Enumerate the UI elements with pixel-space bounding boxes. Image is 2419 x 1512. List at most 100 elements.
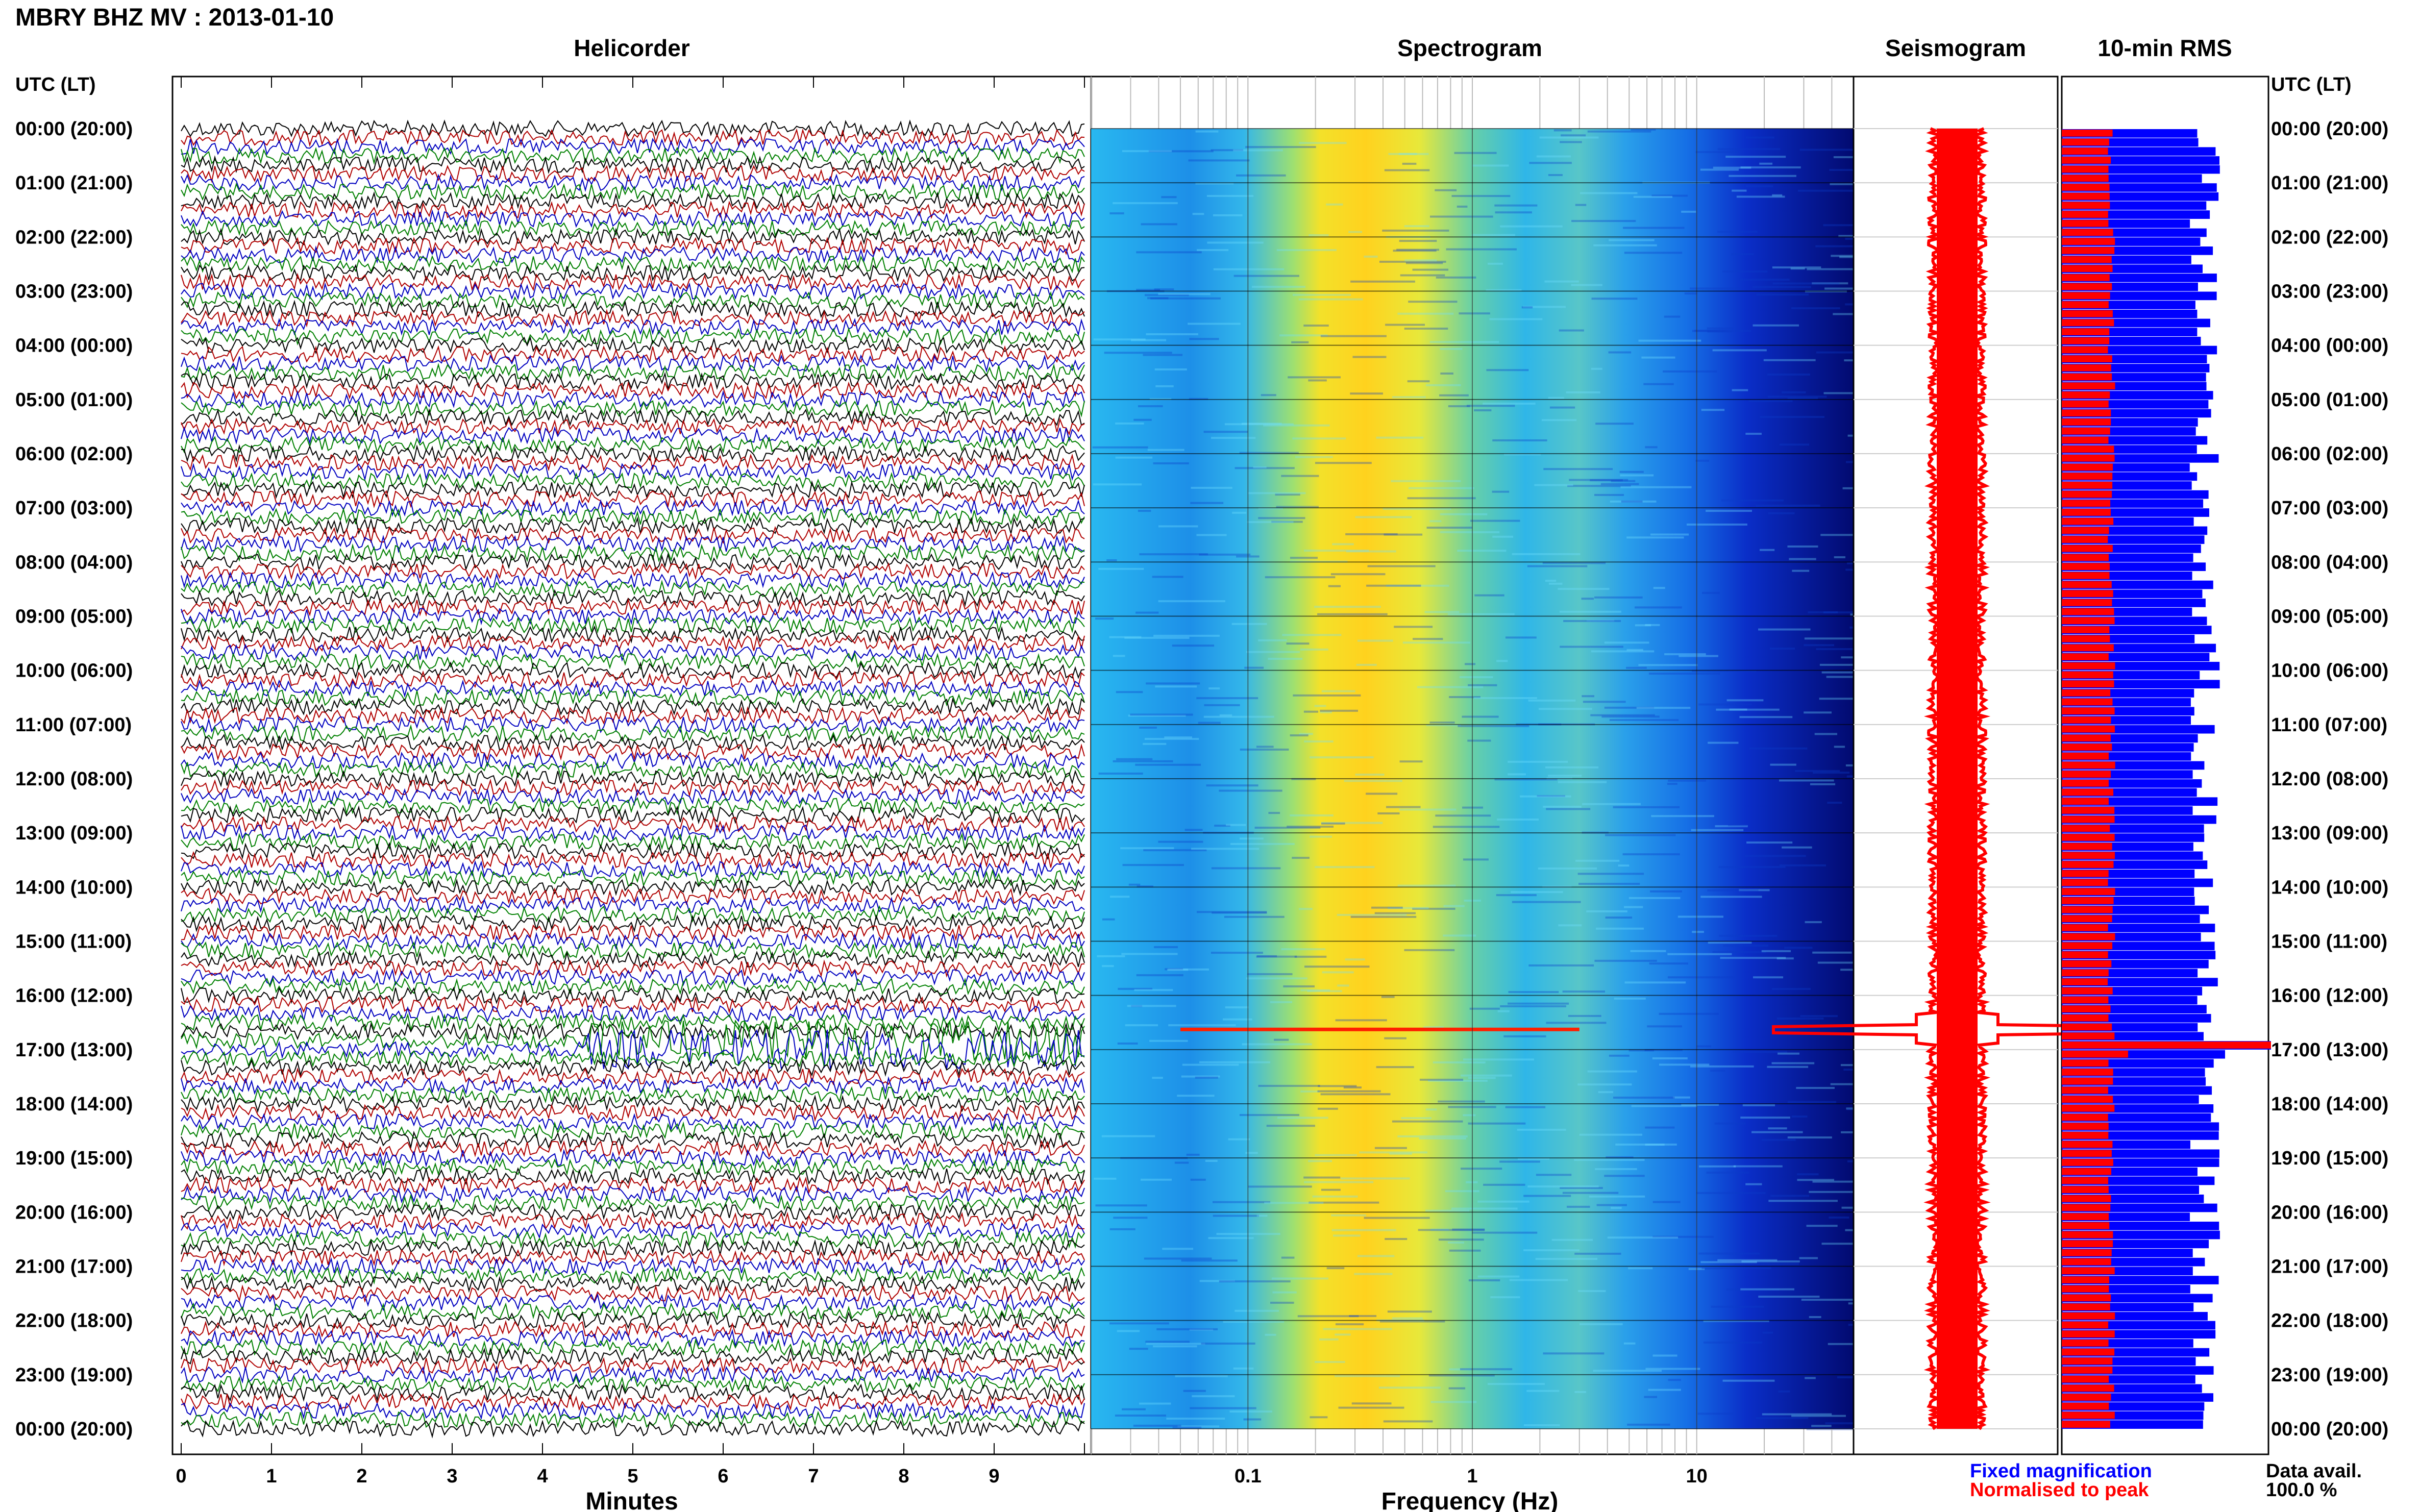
spectrogram-texture	[1558, 781, 1607, 783]
spectrogram-texture	[1812, 282, 1848, 285]
helicorder-trace	[181, 146, 1085, 165]
spectrogram-texture	[1466, 405, 1515, 407]
spectrogram-texture	[1610, 500, 1657, 503]
spectrogram-texture	[1314, 606, 1381, 608]
helicorder-trace	[181, 1028, 1085, 1072]
spectrogram-texture	[1809, 1191, 1854, 1193]
spectrogram-texture	[1495, 211, 1532, 214]
spectrogram-texture	[1451, 195, 1511, 197]
spectrogram-texture	[1698, 1252, 1760, 1255]
spectrogram-texture	[1787, 1101, 1837, 1103]
spectrogram-texture	[1799, 1257, 1818, 1259]
rms-bar-normalised	[2062, 1367, 2113, 1374]
spectrogram-texture	[1720, 957, 1786, 959]
helicorder-trace	[181, 182, 1085, 201]
spectrogram-texture	[1349, 1315, 1377, 1317]
spectrogram-texture	[1253, 466, 1267, 468]
spectrogram-texture	[1539, 136, 1599, 139]
spectrogram-texture	[1399, 240, 1437, 242]
spectrogram-texture	[1382, 229, 1449, 232]
rms-bar-normalised	[2062, 400, 2109, 408]
spectrogram-texture	[1487, 262, 1503, 265]
spectrogram-texture	[1191, 848, 1260, 850]
spectrogram-texture	[1155, 685, 1197, 688]
spectrogram-texture	[1505, 636, 1537, 639]
spectrogram-texture	[1708, 741, 1739, 744]
rms-title: 10-min RMS	[2097, 35, 2232, 61]
spectrogram-texture	[1143, 742, 1167, 745]
spectrogram-texture	[1574, 1159, 1645, 1161]
spectrogram-texture	[1113, 202, 1178, 205]
spectrogram-texture	[1528, 964, 1594, 966]
spectrogram-texture	[1398, 153, 1417, 155]
rms-bar-normalised	[2062, 626, 2110, 633]
spectrogram-texture	[1767, 373, 1810, 376]
spectrogram-texture	[1473, 697, 1537, 699]
rms-bar-normalised	[2062, 906, 2113, 913]
spectrogram-texture	[1109, 636, 1142, 638]
rms-bar-normalised	[2062, 509, 2111, 516]
spectrogram-texture	[1458, 725, 1529, 727]
spectrogram-texture	[1098, 567, 1144, 570]
spectrogram-texture	[1512, 553, 1581, 555]
helicorder-trace	[181, 607, 1085, 626]
spectrogram-texture	[1796, 1087, 1835, 1089]
spectrogram-texture	[1477, 1275, 1520, 1278]
spectrogram-texture	[1385, 324, 1425, 326]
spectrogram-texture	[1567, 485, 1631, 487]
rms-bar-normalised	[2062, 780, 2109, 787]
spectrogram-texture	[1235, 1309, 1279, 1312]
rms-bar-normalised	[2062, 436, 2109, 444]
spectrogram-texture	[1228, 1138, 1250, 1141]
spectrogram-texture	[1346, 550, 1396, 553]
spectrogram-texture	[1701, 409, 1725, 411]
spectrogram-texture	[1457, 205, 1468, 208]
spectrogram-texture	[1792, 569, 1810, 572]
spectrogram-texture	[1233, 275, 1299, 277]
time-label-right: 02:00 (22:00)	[2271, 227, 2388, 248]
spectrogram-texture	[1558, 924, 1582, 927]
spectrogram-texture	[1392, 1317, 1423, 1320]
spectrogram-texture	[1230, 842, 1295, 845]
spectrogram-texture	[1472, 1231, 1538, 1234]
spectrogram-texture	[1718, 866, 1786, 869]
spectrogram-texture	[1824, 287, 1854, 290]
spectrogram-texture	[1762, 1413, 1832, 1416]
spectrogram-texture	[1266, 1125, 1315, 1127]
rms-bar-normalised	[2062, 563, 2110, 571]
spectrogram-texture	[1219, 714, 1232, 716]
spectrogram-texture	[1354, 1273, 1393, 1275]
helicorder-title: Helicorder	[574, 35, 690, 61]
spectrogram-texture	[1704, 1341, 1763, 1344]
spectrogram-texture	[1638, 664, 1698, 666]
spectrogram-texture	[1848, 1302, 1854, 1305]
spectrogram-texture	[1219, 789, 1282, 792]
spectrogram-texture	[1468, 684, 1497, 686]
spectrogram-texture	[1147, 449, 1184, 451]
spectrogram-texture	[1566, 391, 1600, 393]
spectrogram-texture	[1247, 521, 1294, 524]
spectrogram-texture	[1326, 1267, 1345, 1270]
helicorder-trace	[181, 1410, 1085, 1429]
right-axis-title: UTC (LT)	[2271, 74, 2352, 95]
helicorder-trace	[181, 841, 1085, 860]
helicorder-trace	[181, 1049, 1085, 1068]
spectrogram-texture	[1177, 1425, 1220, 1428]
spectrogram-texture	[1102, 918, 1115, 921]
spectrogram-texture	[1782, 391, 1806, 393]
spectrogram-texture	[1609, 1054, 1630, 1057]
spectrogram-texture	[1376, 436, 1424, 439]
spectrogram-texture	[1162, 1248, 1194, 1250]
spectrogram-texture	[1651, 194, 1688, 197]
spectrogram-texture	[1846, 775, 1854, 778]
spectrogram-texture	[1460, 1368, 1513, 1371]
spectrogram-texture	[1489, 318, 1543, 320]
rms-bar-normalised	[2062, 788, 2114, 796]
spectrogram-texture	[1782, 846, 1812, 849]
rms-bar-normalised	[2062, 265, 2113, 272]
spectrogram-texture	[1468, 1279, 1500, 1282]
helicorder-trace	[181, 851, 1085, 870]
helicorder-trace	[181, 1356, 1085, 1375]
spectrogram-texture	[1146, 1343, 1205, 1345]
spectrogram-texture	[1820, 534, 1854, 536]
